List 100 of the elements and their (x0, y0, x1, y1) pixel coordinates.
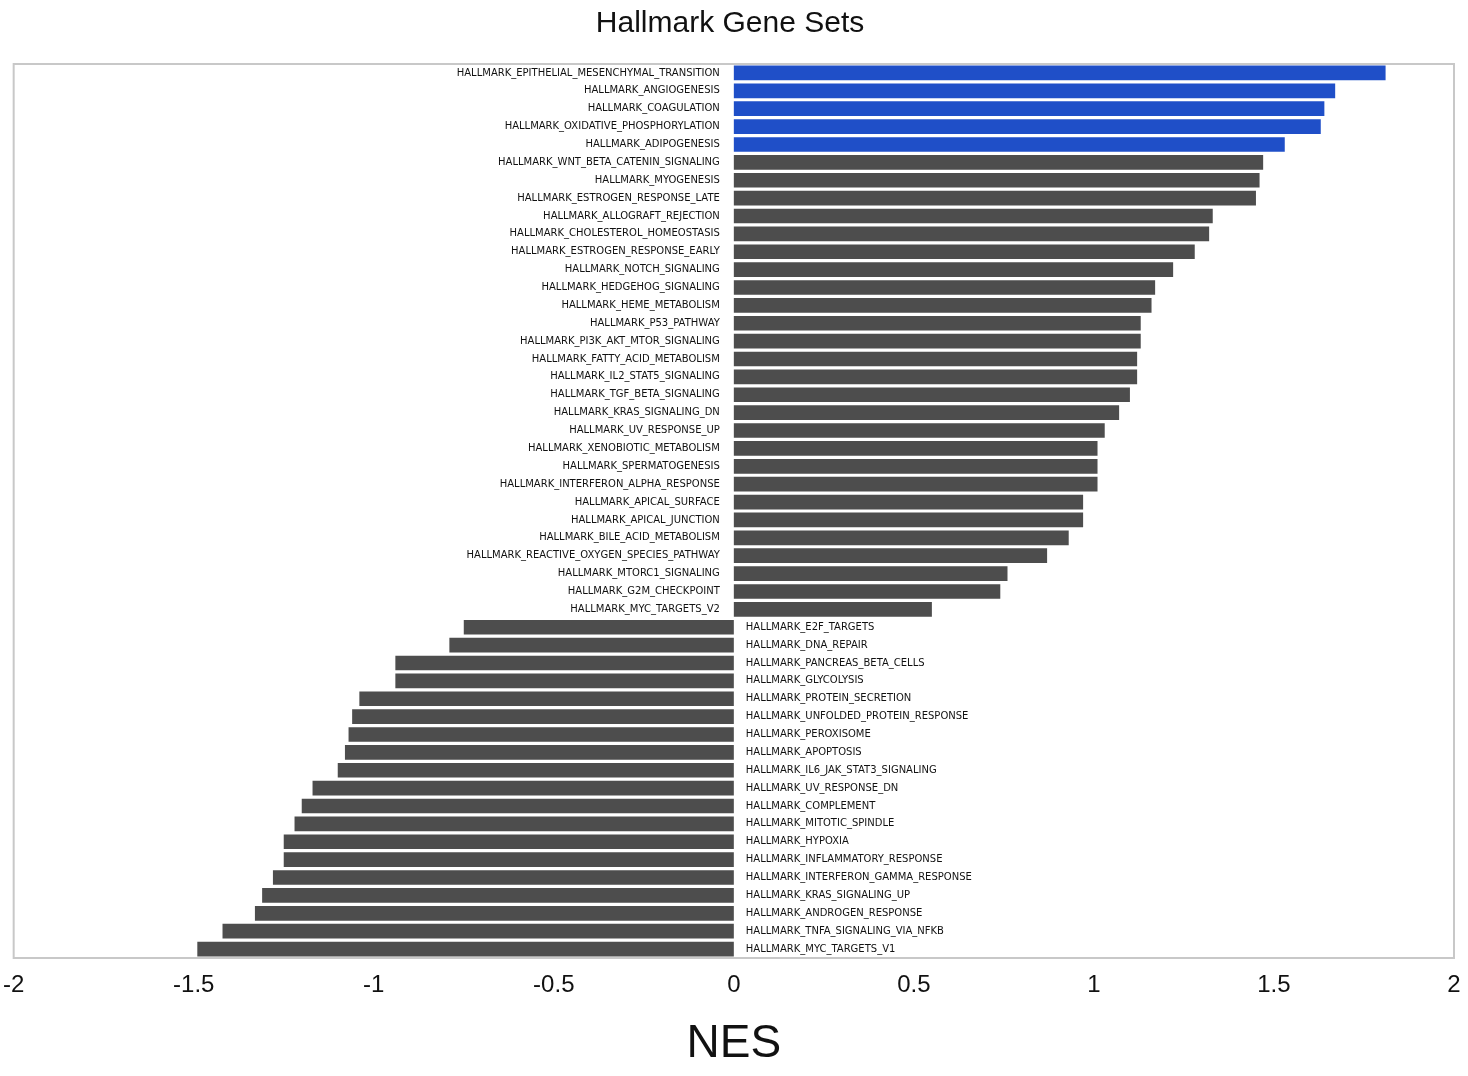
bar (733, 262, 1174, 277)
y-tick-label: HALLMARK_COAGULATION (587, 102, 720, 115)
bar (733, 441, 1098, 456)
y-tick-label: HALLMARK_ESTROGEN_RESPONSE_EARLY (511, 245, 721, 258)
y-tick-label: HALLMARK_SPERMATOGENESIS (562, 459, 720, 472)
x-axis-title: NES (686, 1015, 782, 1068)
y-tick-label: HALLMARK_KRAS_SIGNALING_DN (553, 406, 720, 419)
bar (222, 923, 734, 939)
y-tick-label: HALLMARK_PI3K_AKT_MTOR_SIGNALING (520, 334, 720, 347)
bar (272, 870, 734, 885)
bar (733, 315, 1141, 331)
bar (733, 172, 1260, 188)
y-tick-label: HALLMARK_ESTROGEN_RESPONSE_LATE (517, 191, 720, 204)
y-tick-label: HALLMARK_FATTY_ACID_METABOLISM (531, 352, 720, 365)
bar (359, 691, 734, 707)
bar (254, 905, 734, 921)
x-tick-label: 1.5 (1257, 970, 1291, 998)
bar (733, 458, 1098, 474)
bar (294, 816, 734, 832)
bar (733, 512, 1084, 528)
y-tick-label: HALLMARK_UV_RESPONSE_DN (745, 781, 899, 794)
bar (733, 476, 1098, 492)
bar (733, 83, 1336, 99)
y-tick-label: HALLMARK_UNFOLDED_PROTEIN_RESPONSE (745, 710, 969, 723)
x-tick-label: 1 (1087, 970, 1101, 998)
y-tick-label: HALLMARK_MTORC1_SIGNALING (557, 567, 720, 580)
y-tick-label: HALLMARK_IL6_JAK_STAT3_SIGNALING (745, 763, 937, 776)
y-tick-label: HALLMARK_HYPOXIA (745, 835, 849, 848)
y-tick-label: HALLMARK_BILE_ACID_METABOLISM (539, 531, 720, 544)
y-tick-label: HALLMARK_CHOLESTEROL_HOMEOSTASIS (509, 227, 720, 240)
bar (733, 280, 1156, 295)
y-tick-label: HALLMARK_ADIPOGENESIS (585, 138, 720, 151)
y-tick-label: HALLMARK_INTERFERON_GAMMA_RESPONSE (745, 871, 972, 884)
x-tick-label: -0.5 (533, 970, 575, 998)
y-tick-label: HALLMARK_APOPTOSIS (745, 745, 862, 758)
y-tick-label: HALLMARK_OXIDATIVE_PHOSPHORYLATION (504, 120, 720, 133)
y-tick-label: HALLMARK_MYC_TARGETS_V1 (745, 942, 896, 955)
bar (733, 298, 1152, 313)
y-tick-label: HALLMARK_APICAL_JUNCTION (570, 513, 720, 526)
bar (733, 423, 1105, 438)
bar (337, 762, 734, 778)
y-tick-label: HALLMARK_HEDGEHOG_SIGNALING (541, 281, 720, 294)
bar (344, 745, 734, 760)
bar (733, 548, 1048, 564)
y-tick-label: HALLMARK_DNA_REPAIR (745, 638, 868, 651)
y-tick-label: HALLMARK_HEME_METABOLISM (561, 298, 720, 311)
bar (733, 405, 1120, 420)
y-tick-label: HALLMARK_IL2_STAT5_SIGNALING (550, 370, 720, 383)
y-tick-label: HALLMARK_ANDROGEN_RESPONSE (745, 906, 923, 919)
y-tick-label: HALLMARK_APICAL_SURFACE (574, 495, 720, 508)
x-tick-label: -1.5 (173, 970, 215, 998)
bar (312, 780, 734, 796)
bar (733, 387, 1130, 403)
y-tick-label: HALLMARK_GLYCOLYSIS (745, 674, 864, 687)
x-tick-label: -2 (3, 970, 25, 998)
y-tick-label: HALLMARK_EPITHELIAL_MESENCHYMAL_TRANSITION (456, 66, 720, 79)
bar (733, 119, 1321, 134)
bar (733, 226, 1210, 242)
y-tick-label: HALLMARK_MYOGENESIS (594, 173, 720, 186)
bar (395, 655, 734, 671)
x-tick-label: -1 (363, 970, 385, 998)
y-tick-label: HALLMARK_INTERFERON_ALPHA_RESPONSE (499, 477, 720, 490)
y-tick-label: HALLMARK_TNFA_SIGNALING_VIA_NFKB (745, 924, 945, 937)
bar (733, 244, 1195, 260)
y-tick-label: HALLMARK_REACTIVE_OXYGEN_SPECIES_PATHWAY (466, 549, 721, 562)
bar (733, 137, 1285, 152)
bar (348, 727, 734, 742)
bar (262, 888, 734, 903)
y-tick-label: HALLMARK_UV_RESPONSE_UP (569, 424, 720, 437)
y-tick-label: HALLMARK_MYC_TARGETS_V2 (570, 602, 720, 615)
bar (733, 566, 1008, 581)
y-tick-label: HALLMARK_COMPLEMENT (745, 799, 877, 812)
y-tick-label: HALLMARK_WNT_BETA_CATENIN_SIGNALING (498, 155, 720, 168)
y-tick-label: HALLMARK_G2M_CHECKPOINT (567, 585, 721, 598)
bar (733, 208, 1213, 224)
bar (733, 333, 1141, 349)
y-tick-label: HALLMARK_XENOBIOTIC_METABOLISM (527, 442, 720, 455)
x-tick-label: 0.5 (897, 970, 931, 998)
bar (733, 101, 1325, 117)
bar (733, 155, 1264, 170)
bar (301, 798, 734, 814)
bar (733, 369, 1138, 385)
y-tick-label: HALLMARK_PEROXISOME (745, 728, 871, 741)
chart-title: Hallmark Gene Sets (595, 5, 865, 39)
bar (352, 709, 734, 724)
bar (733, 584, 1001, 599)
bar (733, 351, 1138, 367)
y-tick-label: HALLMARK_MITOTIC_SPINDLE (745, 817, 895, 830)
y-tick-label: HALLMARK_INFLAMMATORY_RESPONSE (745, 853, 943, 866)
y-tick-label: HALLMARK_P53_PATHWAY (589, 316, 721, 329)
bar (283, 852, 734, 867)
bar (733, 190, 1256, 206)
y-tick-label: HALLMARK_E2F_TARGETS (745, 620, 875, 633)
y-tick-label: HALLMARK_PANCREAS_BETA_CELLS (745, 656, 925, 669)
y-tick-label: HALLMARK_ANGIOGENESIS (583, 84, 720, 97)
bar (733, 602, 932, 617)
bar (733, 530, 1069, 546)
bar (197, 941, 734, 957)
bar (449, 637, 734, 653)
bar (733, 494, 1084, 510)
